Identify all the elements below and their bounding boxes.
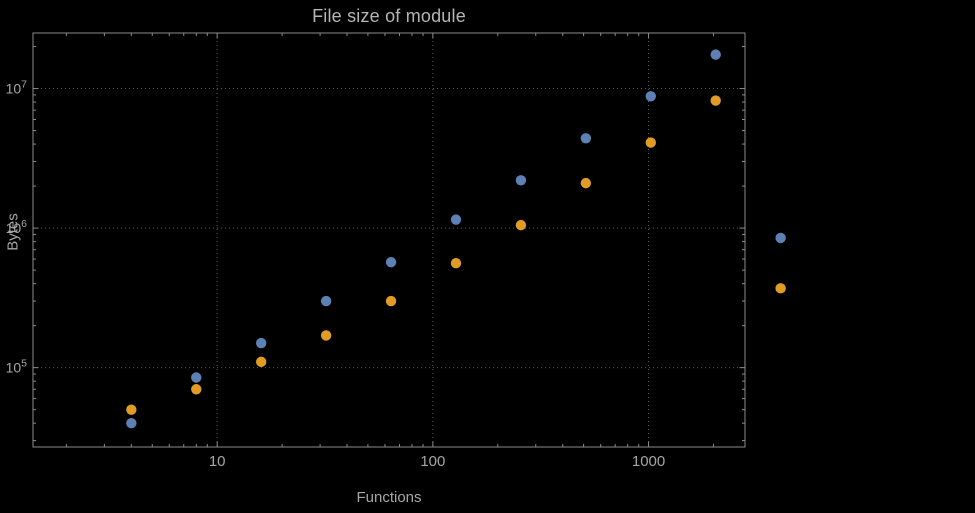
data-point-series-blue [126,417,137,429]
data-point-series-orange [255,356,267,368]
data-point-series-blue [580,133,592,144]
y-axis-label: Bytes [4,213,22,251]
data-point-series-orange [385,295,397,307]
data-point-series-orange [710,95,721,106]
x-tick-label: 1000 [632,453,665,470]
data-point-series-orange [320,330,332,341]
data-point-series-blue [450,214,462,225]
y-tick-label: 107 [6,79,28,97]
data-point-series-blue [191,372,202,383]
data-point-series-blue [775,232,786,244]
x-tick-label: 10 [209,453,226,470]
data-point-series-orange [191,384,202,395]
data-point-series-orange [775,283,786,294]
plot-frame [32,32,746,448]
data-point-series-orange [126,404,137,415]
data-point-series-orange [515,219,527,231]
data-point-series-orange [645,137,656,148]
data-point-series-blue [710,49,721,60]
data-point-series-blue [320,295,332,307]
data-point-series-orange [450,258,462,269]
data-point-series-blue [515,175,527,186]
data-point-series-orange [580,177,592,189]
data-point-series-blue [645,91,656,102]
x-tick-label: 100 [420,453,445,470]
y-tick-label: 105 [6,358,28,376]
y-tick-label: 106 [6,218,28,236]
data-point-series-blue [255,337,267,349]
data-point-series-blue [385,256,397,268]
chart-title: File size of module [312,6,466,26]
x-axis-label: Functions [356,489,422,506]
